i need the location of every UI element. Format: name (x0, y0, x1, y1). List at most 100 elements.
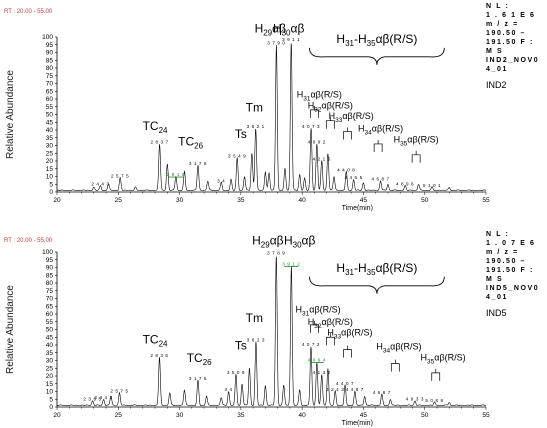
panel0-info-line: M S (486, 48, 503, 55)
panel0-y-tick-label: 40 (46, 127, 54, 134)
panel1-peak-label: 3 1 7 5 (189, 376, 207, 381)
panel1-x-tick-label: 20 (53, 412, 61, 419)
panel0-peak-label: 3 6 2 1 (247, 124, 265, 129)
panel0-info-line: IND2_NOV0 (486, 57, 539, 64)
panel1-info-line: m / z = (486, 249, 519, 256)
panel1-compound-label: Ts (235, 339, 247, 353)
panel0-info-line: 1 . 6 1 E 6 (486, 12, 536, 19)
panel0-peak-label: 4 4 6 5 (344, 175, 362, 180)
panel1-x-tick-label: 45 (360, 412, 368, 419)
panel0-trace-line (56, 43, 487, 192)
panel0-rt-range-label: RT : 20.00 - 55.00 (4, 9, 53, 15)
panel1-y-tick-label: 5 (49, 396, 53, 403)
chromatogram-panel-ind5: RT : 20.00 - 55.000510152025303540455055… (4, 231, 539, 427)
panel1-homohopane-marker (390, 359, 400, 372)
panel0-y-tick-label: 50 (46, 112, 54, 119)
panel1-brace-label: H31-H35αβ(R/S) (336, 261, 417, 277)
panel1-y-tick-label: 80 (46, 280, 54, 287)
panel1-homohopane-marker (343, 345, 352, 358)
panel1-peak-label: 3 6 2 3 (247, 337, 265, 342)
panel1-y-tick-label: 70 (46, 296, 54, 303)
panel0-peak-label: 4 0 7 3 (302, 124, 320, 129)
panel0-x-tick-label: 45 (360, 197, 368, 204)
panel0-compound-label: TC26 (178, 135, 203, 151)
panel0-peak-label: 2 8 3 7 (150, 140, 168, 145)
panel1-info-line: 191.50 F : (486, 267, 534, 274)
panel1-compound-label: H34αβ(R/S) (376, 342, 421, 355)
panel1-x-tick-label: 55 (482, 412, 490, 419)
panel0-x-tick-label: 35 (237, 197, 245, 204)
panel0-y-tick-label: 60 (46, 96, 54, 103)
panel0-compound-label: Tm (246, 100, 263, 114)
panel0-y-tick-label: 65 (46, 88, 54, 95)
panel1-x-axis-title: Time(min) (342, 420, 373, 427)
panel1-y-tick-label: 10 (46, 389, 54, 396)
panel1-peak-label: 2 4 4 3 (94, 395, 112, 400)
panel0-y-tick-label: 80 (46, 65, 54, 72)
panel0-y-tick-label: 100 (42, 34, 53, 41)
panel0-info-line: m / z = (486, 21, 519, 28)
panel0-compound-label: TC24 (143, 119, 168, 135)
panel1-info-line: 190.50 – (486, 258, 526, 265)
panel1-y-tick-label: 95 (46, 257, 54, 264)
panel1-y-tick-label: 75 (46, 288, 54, 295)
panel1-y-tick-label: 40 (46, 342, 54, 349)
panel0-peak-label: 3 5 4 9 (228, 153, 246, 158)
panel1-homohopane-marker (310, 320, 319, 333)
panel1-y-axis-title: Relative Abundance (5, 285, 16, 374)
panel0-peak-label: 3 9 1 1 (282, 37, 300, 42)
panel0-homohopane-marker (343, 127, 352, 140)
panel1-y-tick-label: 30 (46, 358, 54, 365)
panel0-x-axis-title: Time(min) (342, 205, 373, 212)
panel0-peak-label: 2 9 1 0 (167, 172, 185, 177)
panel0-compound-label: H33αβ(R/S) (329, 111, 374, 124)
panel0-y-tick-label: 0 (49, 189, 53, 196)
panel0-compound-label: H31αβ(R/S) (297, 89, 342, 102)
panel1-y-tick-label: 90 (46, 265, 54, 272)
panel1-y-tick-label: 35 (46, 350, 54, 357)
panel0-y-tick-label: 10 (46, 174, 54, 181)
panel1-compound-label: TC26 (187, 351, 212, 367)
panel1-trace-line (56, 256, 487, 407)
panel1-peak-label: 4 0 7 2 (302, 342, 320, 347)
panel0-y-tick-label: 55 (46, 104, 54, 111)
panel0-compound-label: H30αβ (273, 21, 305, 37)
panel0-compound-label: Ts (235, 127, 247, 141)
panel0-peak-label: 2 4 4 3 (91, 181, 109, 186)
panel0-info-line: 190.50 – (486, 30, 526, 37)
panel0-compound-label: H29αβ (255, 21, 287, 37)
panel0-peak-label: 3 1 7 6 (189, 161, 207, 166)
panel1-compound-label: H33αβ(R/S) (327, 328, 372, 341)
panel0-x-tick-label: 50 (421, 197, 429, 204)
panel1-compound-label: Tm (246, 311, 263, 325)
panel0-y-tick-label: 70 (46, 81, 54, 88)
panel0-peak-label: 2 5 7 5 (111, 174, 129, 179)
panel0-y-tick-label: 45 (46, 119, 54, 126)
panel0-x-tick-label: 20 (53, 197, 61, 204)
panel1-y-tick-label: 55 (46, 319, 54, 326)
panel1-y-tick-label: 45 (46, 334, 54, 341)
panel1-x-tick-label: 50 (421, 412, 429, 419)
panel0-peak-label: 3 7 9 0 (267, 40, 285, 45)
panel1-y-tick-label: 65 (46, 303, 54, 310)
panel1-info-line: N L : (486, 231, 509, 238)
panel0-x-tick-label: 40 (299, 197, 307, 204)
panel1-y-tick-label: 15 (46, 381, 54, 388)
panel0-compound-label: H35αβ(R/S) (394, 134, 439, 147)
panel1-peak-label: 4 6 6 7 (373, 390, 391, 395)
panel0-homohopane-marker (411, 150, 421, 163)
panel0-peak-label: 3 4 (217, 178, 225, 183)
panel0-peak-label: 4 0 9 2 (308, 140, 326, 145)
panel0-info-line: 191.50 F : (486, 39, 534, 46)
panel1-info-line: IND5_NOV0 (486, 285, 539, 292)
panel0-y-tick-label: 35 (46, 135, 54, 142)
panel1-peak-label: 3 4 (225, 387, 233, 392)
panel0-homohopane-marker (325, 116, 335, 129)
panel0-y-tick-label: 75 (46, 73, 54, 80)
panel1-x-tick-label: 40 (299, 412, 307, 419)
panel0-y-tick-label: 85 (46, 57, 54, 64)
panel0-homohopane-marker (373, 139, 383, 152)
panel0-x-tick-label: 55 (482, 197, 490, 204)
panel0-y-tick-label: 15 (46, 166, 54, 173)
panel1-y-tick-label: 50 (46, 327, 54, 334)
